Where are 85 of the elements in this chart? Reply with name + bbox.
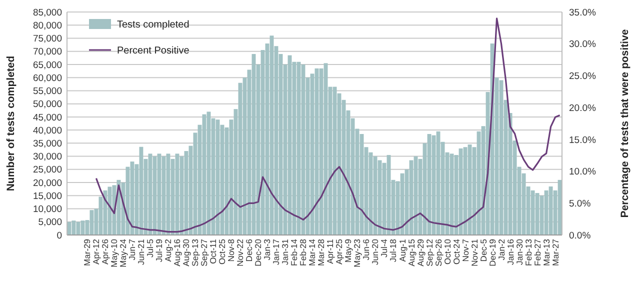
x-tick-label: Dec-19 — [487, 238, 498, 266]
x-tick-label: Feb-14 — [289, 238, 300, 266]
y-tick-label: 85,000 — [32, 7, 62, 18]
x-tick-label: Nov-21 — [469, 238, 480, 266]
x-tick-label: Mar-28 — [316, 238, 326, 266]
x-tick-label: Feb-13 — [523, 238, 534, 266]
x-tick-label: Mar-14 — [307, 238, 318, 266]
x-tick-label: Jul-4 — [379, 238, 390, 258]
x-tick-label: Aug-30 — [181, 238, 192, 266]
y-tick-label: 50,000 — [32, 99, 62, 110]
x-tick-label: Jan-17 — [271, 238, 282, 265]
y2-tick-label: 15.0% — [569, 134, 596, 146]
x-tick-label: Jan-16 — [505, 238, 516, 265]
x-tick-label: Jun-20 — [370, 238, 380, 265]
y-axis-title: Number of tests completed — [5, 56, 17, 192]
x-tick-label: Oct-24 — [451, 238, 462, 265]
x-tick-label: Nov-22 — [235, 238, 246, 266]
y-tick-label: 55,000 — [32, 86, 62, 98]
x-tick-label: Jun-7 — [127, 238, 138, 260]
x-tick-label: May-24 — [118, 238, 128, 268]
y-tick-label: 45,000 — [32, 112, 62, 124]
x-tick-label: May-23 — [352, 238, 362, 268]
x-tick-label: Dec-20 — [253, 238, 264, 266]
x-tick-label: Mar-27 — [550, 238, 560, 266]
x-tick-label: Jan-31 — [280, 238, 290, 265]
x-tick-label: May-9 — [343, 238, 354, 263]
y-tick-label: 10,000 — [32, 204, 62, 216]
legend-label: Tests completed — [117, 20, 190, 30]
x-tick-label: Aug-15 — [406, 238, 416, 266]
y2-tick-label: 25.0% — [569, 71, 596, 82]
x-tick-label: Aug-2 — [163, 238, 174, 262]
x-tick-label: Nov-8 — [226, 238, 236, 262]
x-tick-label: Jul-19 — [154, 238, 164, 262]
x-tick-label: Jun-21 — [136, 238, 146, 265]
y-tick-label: 40,000 — [32, 125, 62, 136]
y2-axis-title: Percentage of tests that were positive — [619, 29, 631, 218]
x-tick-label: May-10 — [109, 238, 120, 268]
x-tick-label: Apr-11 — [325, 238, 336, 264]
x-tick-label: Jan-30 — [514, 238, 524, 265]
x-tick-label: Dec-6 — [244, 238, 254, 262]
x-tick-label: Jun-6 — [361, 238, 372, 260]
y2-tick-label: 20.0% — [569, 102, 596, 114]
x-tick-label: Jan-3 — [262, 238, 272, 260]
y2-tick-label: 30.0% — [569, 39, 596, 50]
x-tick-label: Mar-13 — [541, 238, 552, 266]
x-tick-label: Apr-25 — [334, 238, 344, 265]
x-tick-label: Nov-7 — [460, 238, 470, 262]
y2-tick-label: 0.0% — [569, 230, 592, 242]
x-tick-label: Jul-18 — [388, 238, 398, 262]
y-tick-label: 65,000 — [32, 60, 62, 71]
y2-tick-label: 10.0% — [569, 166, 596, 178]
x-tick-label: Sep-13 — [190, 238, 200, 266]
legend-label: Percent Positive — [117, 46, 190, 56]
x-tick-label: Sep-27 — [199, 238, 210, 266]
y-tick-label: 60,000 — [32, 72, 62, 84]
bar — [72, 220, 76, 235]
y-tick-label: 5,000 — [38, 217, 62, 228]
y-tick-label: 15,000 — [32, 190, 62, 202]
y-tick-label: 75,000 — [32, 34, 62, 45]
x-tick-label: Jan-2 — [496, 238, 506, 260]
y2-tick-label: 35.0% — [569, 7, 596, 18]
x-tick-label: Sep-26 — [433, 238, 444, 266]
x-tick-label: Feb-27 — [532, 238, 542, 266]
x-tick-label: Oct-11 — [208, 238, 218, 264]
x-tick-label: Aug-16 — [172, 238, 182, 266]
x-tick-label: Dec-5 — [478, 238, 488, 262]
y-tick-label: 20,000 — [32, 178, 62, 189]
x-tick-label: Oct-25 — [217, 238, 228, 265]
line-series — [95, 18, 561, 233]
x-tick-label: Apr-26 — [100, 238, 110, 265]
x-tick-label: Aug-1 — [397, 238, 408, 262]
x-tick-label: Oct-10 — [442, 238, 452, 265]
x-tick-label: Jul-5 — [145, 238, 156, 258]
y-tick-label: 35,000 — [32, 138, 62, 150]
y-tick-label: 70,000 — [32, 46, 62, 58]
y-tick-label: 0 — [56, 230, 62, 242]
y-tick-label: 30,000 — [32, 152, 62, 163]
x-tick-label: Sep-12 — [424, 238, 434, 266]
x-tick-label: Mar-29 — [82, 238, 92, 266]
x-tick-label: Aug-29 — [415, 238, 426, 266]
y-tick-label: 80,000 — [32, 20, 62, 32]
x-tick-label: Feb-28 — [298, 238, 308, 266]
y2-tick-label: 5.0% — [569, 198, 592, 210]
y-tick-label: 25,000 — [32, 164, 62, 176]
x-tick-label: Apr-12 — [91, 238, 102, 265]
